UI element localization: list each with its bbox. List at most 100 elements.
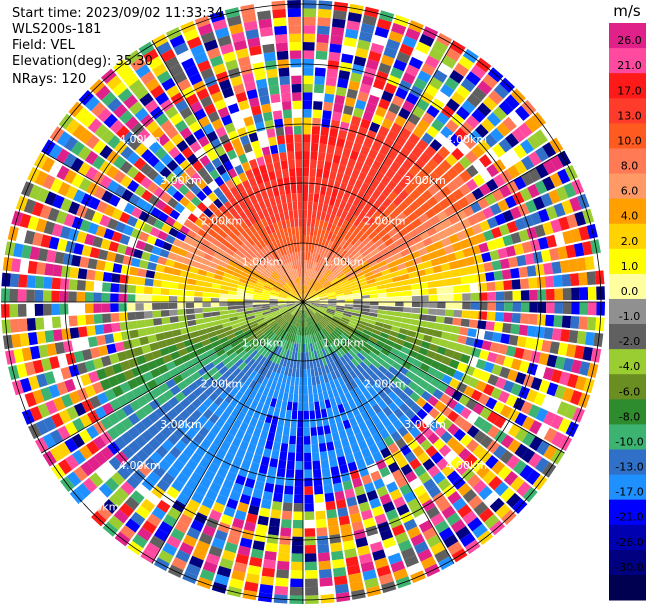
range-gate — [307, 209, 312, 219]
range-gate — [167, 251, 178, 261]
range-gate — [269, 275, 277, 283]
range-gate — [372, 432, 383, 444]
range-gate — [161, 472, 175, 486]
range-gate — [197, 366, 208, 376]
range-gate — [287, 8, 301, 18]
range-gate — [532, 251, 543, 264]
range-gate — [53, 396, 66, 412]
range-gate — [295, 167, 303, 177]
range-gate — [301, 293, 303, 302]
range-gate — [13, 348, 25, 364]
range-gate — [261, 300, 270, 302]
range-gate — [17, 304, 27, 317]
range-gate — [330, 35, 344, 45]
range-gate — [310, 296, 320, 300]
range-gate — [478, 311, 488, 320]
range-gate — [452, 277, 462, 286]
range-gate — [282, 321, 289, 330]
range-gate — [429, 215, 441, 226]
range-gate — [357, 153, 367, 164]
range-gate — [382, 406, 393, 417]
range-gate — [57, 425, 71, 441]
range-gate — [362, 267, 372, 275]
range-gate — [119, 360, 131, 372]
range-gate — [316, 331, 323, 341]
range-gate — [337, 376, 345, 387]
range-gate — [57, 354, 69, 368]
range-gate — [168, 227, 179, 238]
range-gate — [502, 356, 514, 368]
range-gate — [214, 324, 224, 331]
range-gate — [224, 393, 234, 404]
range-gate — [342, 314, 351, 320]
range-gate — [288, 306, 297, 312]
range-gate — [299, 285, 302, 294]
range-gate — [334, 583, 349, 594]
range-gate — [297, 268, 301, 278]
range-gate — [245, 310, 254, 315]
range-gate — [348, 572, 363, 584]
range-gate — [201, 185, 213, 197]
range-gate — [487, 302, 496, 311]
range-gate — [239, 422, 249, 433]
range-gate — [362, 380, 372, 390]
range-gate — [120, 175, 133, 188]
range-gate — [276, 50, 289, 61]
range-gate — [166, 486, 180, 499]
range-gate — [229, 207, 239, 218]
range-gate — [303, 234, 307, 244]
range-gate — [407, 380, 419, 391]
range-gate — [76, 231, 88, 244]
range-gate — [292, 519, 303, 529]
range-gate — [205, 553, 221, 566]
range-gate — [303, 335, 306, 344]
range-gate — [349, 469, 361, 480]
range-gate — [61, 265, 71, 278]
range-gate — [404, 451, 417, 464]
range-gate — [44, 191, 57, 206]
range-gate — [303, 300, 312, 302]
range-gate — [570, 359, 582, 374]
range-gate — [250, 399, 259, 410]
range-gate — [237, 335, 247, 344]
range-gate — [163, 452, 177, 465]
range-gate — [120, 146, 134, 160]
range-gate — [280, 256, 286, 265]
range-gate — [208, 545, 223, 558]
range-gate — [446, 397, 458, 410]
range-gate — [368, 444, 380, 455]
range-gate — [141, 443, 155, 457]
range-gate — [425, 208, 437, 219]
range-gate — [427, 395, 439, 407]
range-gate — [260, 247, 269, 257]
range-gate — [308, 289, 315, 297]
range-gate — [491, 364, 503, 376]
range-gate — [464, 192, 477, 205]
range-gate — [292, 269, 297, 279]
range-gate — [164, 105, 179, 119]
range-gate — [337, 455, 347, 466]
range-gate — [490, 387, 503, 400]
range-gate — [259, 584, 274, 595]
range-gate — [537, 302, 547, 313]
range-gate — [475, 380, 487, 393]
range-gate — [387, 412, 399, 424]
range-gate — [434, 412, 447, 425]
range-gate — [246, 334, 256, 342]
range-gate — [140, 114, 154, 128]
range-gate — [208, 402, 219, 413]
range-gate — [202, 196, 213, 208]
range-gate — [203, 469, 216, 482]
range-gate — [128, 440, 141, 454]
range-gate — [434, 272, 444, 281]
range-gate — [294, 299, 303, 302]
range-gate — [543, 427, 558, 443]
range-gate — [312, 460, 321, 470]
range-gate — [229, 397, 240, 408]
range-gate — [377, 309, 387, 315]
range-gate — [404, 420, 416, 432]
range-gate — [506, 220, 518, 234]
range-gate — [271, 272, 280, 280]
range-gate — [279, 247, 285, 257]
range-gate — [68, 364, 80, 378]
